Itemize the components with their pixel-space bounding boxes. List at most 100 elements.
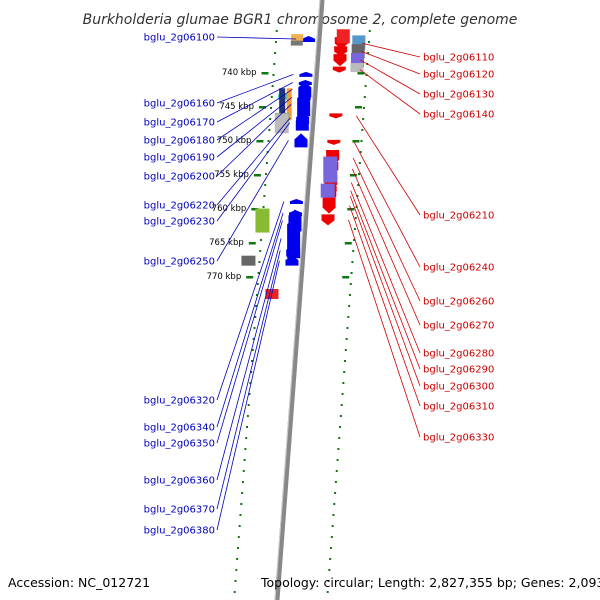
scale-dot-left — [260, 239, 263, 241]
scale-dot-right — [357, 184, 360, 186]
kbp-tick-mark — [261, 72, 269, 75]
scale-dot-right — [333, 503, 336, 505]
reverse-leader-line — [348, 219, 421, 438]
scale-dot-left — [241, 492, 244, 494]
forward-gene-label: bglu_2g06190 — [144, 153, 215, 164]
scale-dot-right — [332, 514, 335, 516]
forward-leader-line — [216, 201, 285, 401]
scale-dot-left — [274, 52, 277, 54]
kbp-tick-mark-right — [357, 72, 365, 75]
scale-dot-right — [352, 250, 355, 252]
forward-leader-line — [216, 82, 293, 123]
scale-dot-right — [354, 217, 357, 219]
scale-dot-left — [253, 327, 256, 329]
scale-dot-right — [351, 261, 354, 263]
scale-dot-left — [269, 107, 272, 109]
scale-dot-left — [264, 184, 267, 186]
scale-dot-left — [273, 63, 276, 65]
forward-gene-label: bglu_2g06170 — [144, 118, 215, 129]
feature-box — [291, 34, 304, 42]
kbp-tick-mark — [256, 140, 264, 143]
backbone-layer — [274, 0, 325, 600]
scale-dot-left — [272, 74, 275, 76]
scale-dot-right — [330, 536, 333, 538]
scale-dot-left — [238, 525, 241, 527]
scale-dot-right — [342, 382, 345, 384]
reverse-gene-label: bglu_2g06240 — [423, 263, 494, 274]
scale-dot-right — [360, 140, 363, 142]
scale-dot-right — [353, 228, 356, 230]
scale-dot-left — [246, 415, 249, 417]
feature-box — [336, 29, 350, 44]
feature-box — [290, 40, 303, 46]
scale-dot-right — [337, 448, 340, 450]
scale-dot-right — [340, 404, 343, 406]
scale-dot-left — [271, 85, 274, 87]
scale-dot-right — [361, 129, 364, 131]
scale-dot-left — [246, 426, 249, 428]
forward-gene-arrow — [297, 92, 311, 117]
scale-dot-left — [240, 503, 243, 505]
forward-gene-arrow — [294, 133, 308, 148]
forward-gene-arrow — [285, 255, 299, 266]
scale-dot-left — [236, 558, 239, 560]
scale-dot-right — [339, 426, 342, 428]
reverse-leader-line — [350, 182, 421, 354]
forward-gene-label: bglu_2g06370 — [144, 505, 215, 516]
scale-dot-left — [262, 206, 265, 208]
scale-dot-right — [362, 107, 365, 109]
reverse-gene-label: bglu_2g06330 — [423, 433, 494, 444]
reverse-gene-label: bglu_2g06280 — [423, 349, 494, 360]
feature-box — [241, 255, 256, 266]
scale-dot-left — [263, 195, 266, 197]
forward-leader-line — [216, 36, 297, 40]
scale-dot-left — [267, 140, 270, 142]
forward-leader-line — [216, 250, 281, 510]
feature-layer — [241, 29, 366, 299]
scale-dot-left — [236, 547, 239, 549]
scale-dot-left — [239, 514, 242, 516]
forward-gene-label: bglu_2g06380 — [144, 526, 215, 537]
scale-dot-left — [257, 272, 260, 274]
forward-gene-label: bglu_2g06350 — [144, 439, 215, 450]
scale-dot-right — [367, 52, 370, 54]
forward-leader-line — [216, 73, 294, 104]
forward-gene-arrow — [286, 244, 300, 257]
kbp-tick-mark-right — [354, 106, 362, 109]
scale-dot-right — [331, 525, 334, 527]
scale-dot-right — [362, 118, 365, 120]
reverse-gene-arrow — [334, 46, 348, 57]
scale-dot-left — [269, 118, 272, 120]
reverse-gene-label: bglu_2g06290 — [423, 365, 494, 376]
forward-gene-label: bglu_2g06320 — [144, 396, 215, 407]
forward-gene-label: bglu_2g06160 — [144, 99, 215, 110]
kbp-tick-mark — [251, 208, 259, 211]
reverse-gene-arrow — [332, 66, 346, 73]
scale-dot-right — [348, 305, 351, 307]
scale-dot-right — [327, 580, 330, 582]
scale-dot-right — [345, 338, 348, 340]
forward-gene-label: bglu_2g06360 — [144, 476, 215, 487]
forward-leader-line — [216, 88, 293, 141]
forward-leader-line — [216, 97, 292, 158]
forward-leader-line — [216, 220, 283, 444]
reverse-leader-line — [351, 168, 421, 326]
scale-dot-left — [248, 393, 251, 395]
map-title: Burkholderia glumae BGR1 chromosome 2, c… — [83, 12, 518, 28]
scale-dot-right — [343, 371, 346, 373]
scale-dot-left — [249, 382, 252, 384]
reverse-gene-arrow — [322, 197, 336, 214]
scale-dot-left — [243, 459, 246, 461]
reverse-leader-line — [349, 195, 421, 387]
reverse-leader-line — [350, 190, 421, 370]
accession-text: Accession: NC_012721 — [8, 575, 150, 590]
forward-gene-label: bglu_2g06220 — [144, 201, 215, 212]
scale-dot-left — [265, 173, 268, 175]
forward-leader-line — [216, 140, 289, 262]
feature-box — [279, 88, 286, 121]
feature-box — [323, 156, 338, 183]
genome-backbone-highlight — [274, 0, 321, 600]
reverse-gene-arrow — [333, 54, 347, 67]
forward-gene-arrow — [295, 114, 309, 131]
